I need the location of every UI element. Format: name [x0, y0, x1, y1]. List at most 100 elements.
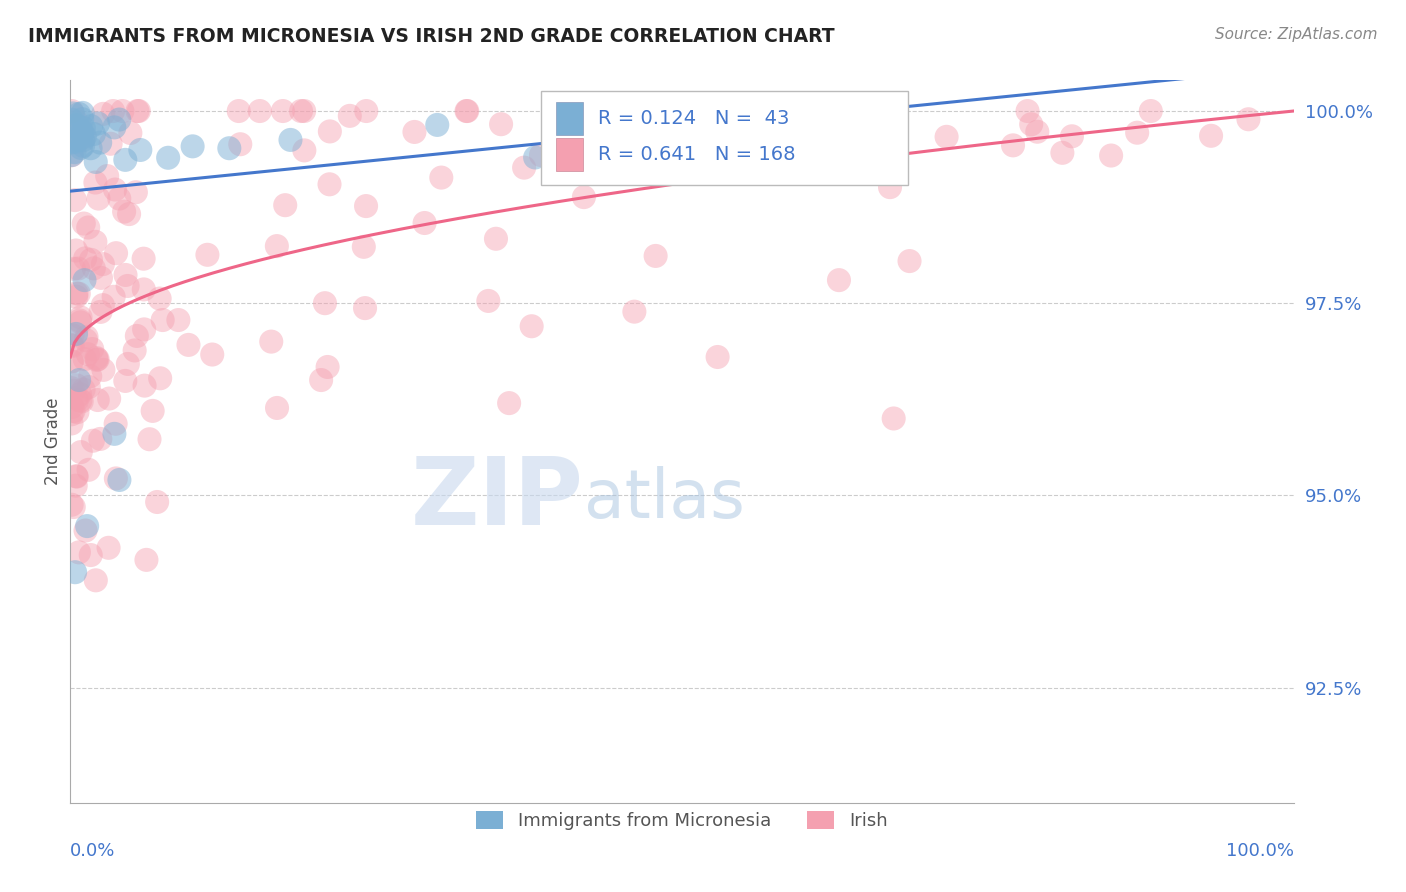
- Point: [75, 524, 97, 538]
- Point: [60, 400, 83, 414]
- Point: [686, 137, 709, 152]
- Point: [60, 122, 83, 136]
- Point: [266, 239, 288, 253]
- Point: [60, 112, 83, 127]
- Point: [62, 500, 84, 514]
- Point: [249, 103, 271, 118]
- Point: [883, 411, 905, 425]
- Point: [229, 137, 252, 152]
- Point: [84, 574, 107, 588]
- Point: [704, 103, 727, 118]
- Point: [118, 207, 141, 221]
- Point: [413, 216, 436, 230]
- Point: [623, 304, 645, 318]
- Point: [62, 404, 84, 418]
- Point: [201, 347, 224, 361]
- Point: [73, 121, 96, 136]
- Text: Source: ZipAtlas.com: Source: ZipAtlas.com: [1215, 27, 1378, 42]
- Point: [77, 463, 100, 477]
- Point: [65, 478, 87, 492]
- Point: [1026, 125, 1049, 139]
- Point: [498, 396, 520, 410]
- Text: 100.0%: 100.0%: [1226, 842, 1294, 860]
- Point: [100, 136, 122, 151]
- Point: [72, 106, 94, 120]
- FancyBboxPatch shape: [555, 103, 583, 135]
- Point: [63, 261, 86, 276]
- Point: [65, 118, 87, 132]
- Point: [149, 371, 172, 385]
- Point: [69, 310, 91, 325]
- Point: [63, 193, 86, 207]
- Point: [218, 141, 240, 155]
- Point: [65, 326, 87, 341]
- Point: [66, 393, 89, 408]
- Point: [77, 220, 100, 235]
- Point: [76, 347, 98, 361]
- Point: [935, 129, 957, 144]
- Point: [91, 257, 114, 271]
- Point: [60, 355, 83, 369]
- Point: [530, 148, 553, 162]
- Point: [63, 565, 86, 579]
- Point: [520, 319, 543, 334]
- Point: [404, 125, 426, 139]
- Point: [290, 103, 312, 118]
- Point: [62, 106, 84, 120]
- Point: [62, 339, 84, 353]
- Point: [309, 373, 332, 387]
- Point: [72, 383, 94, 397]
- Point: [292, 103, 315, 118]
- Point: [456, 103, 478, 118]
- Point: [66, 469, 89, 483]
- Point: [80, 252, 103, 267]
- Point: [1001, 138, 1024, 153]
- Point: [82, 342, 104, 356]
- Point: [828, 273, 851, 287]
- Point: [280, 133, 302, 147]
- Point: [87, 192, 110, 206]
- Point: [127, 103, 149, 118]
- Legend: Immigrants from Micronesia, Irish: Immigrants from Micronesia, Irish: [470, 804, 894, 837]
- Point: [117, 357, 139, 371]
- Point: [69, 393, 91, 408]
- Point: [260, 334, 283, 349]
- Point: [114, 153, 136, 167]
- Point: [73, 217, 96, 231]
- Point: [65, 469, 87, 483]
- Point: [132, 252, 155, 266]
- Point: [60, 498, 83, 512]
- Text: IMMIGRANTS FROM MICRONESIA VS IRISH 2ND GRADE CORRELATION CHART: IMMIGRANTS FROM MICRONESIA VS IRISH 2ND …: [28, 27, 835, 45]
- Point: [181, 139, 204, 153]
- Point: [91, 107, 114, 121]
- Point: [67, 373, 90, 387]
- Point: [80, 548, 103, 562]
- Text: R = 0.641   N = 168: R = 0.641 N = 168: [598, 145, 794, 164]
- FancyBboxPatch shape: [555, 138, 583, 171]
- Point: [70, 126, 93, 140]
- Point: [339, 109, 361, 123]
- Point: [167, 313, 190, 327]
- Point: [83, 261, 105, 276]
- Point: [898, 254, 921, 268]
- Point: [114, 268, 136, 282]
- Point: [79, 141, 101, 155]
- Point: [228, 103, 250, 118]
- Point: [83, 127, 105, 141]
- Point: [513, 161, 536, 175]
- Point: [114, 374, 136, 388]
- Point: [89, 432, 111, 446]
- Point: [70, 124, 93, 138]
- Point: [66, 405, 89, 419]
- Point: [354, 199, 377, 213]
- Point: [619, 103, 641, 118]
- Point: [96, 169, 118, 183]
- Point: [72, 138, 94, 153]
- Point: [104, 471, 127, 485]
- Point: [830, 103, 852, 118]
- Point: [63, 135, 86, 149]
- Point: [67, 261, 90, 276]
- Point: [103, 426, 125, 441]
- Text: R = 0.124   N =  43: R = 0.124 N = 43: [598, 109, 789, 128]
- FancyBboxPatch shape: [541, 91, 908, 185]
